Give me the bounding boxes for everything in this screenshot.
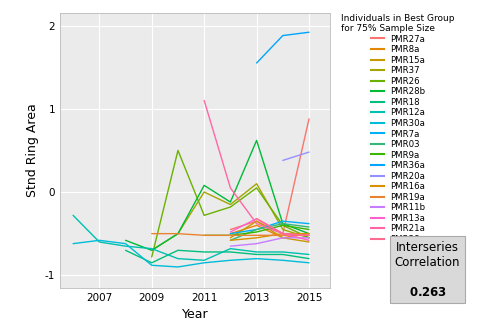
Text: Interseries
Correlation

$\bf{0.263}$: Interseries Correlation $\bf{0.263}$ [395,241,460,299]
Y-axis label: Stnd Ring Area: Stnd Ring Area [26,104,39,197]
X-axis label: Year: Year [182,308,208,321]
Legend: PMR27a, PMR8a, PMR15a, PMR37, PMR26, PMR28b, PMR18, PMR12a, PMR30a, PMR7a, PMR03: PMR27a, PMR8a, PMR15a, PMR37, PMR26, PMR… [340,12,456,246]
